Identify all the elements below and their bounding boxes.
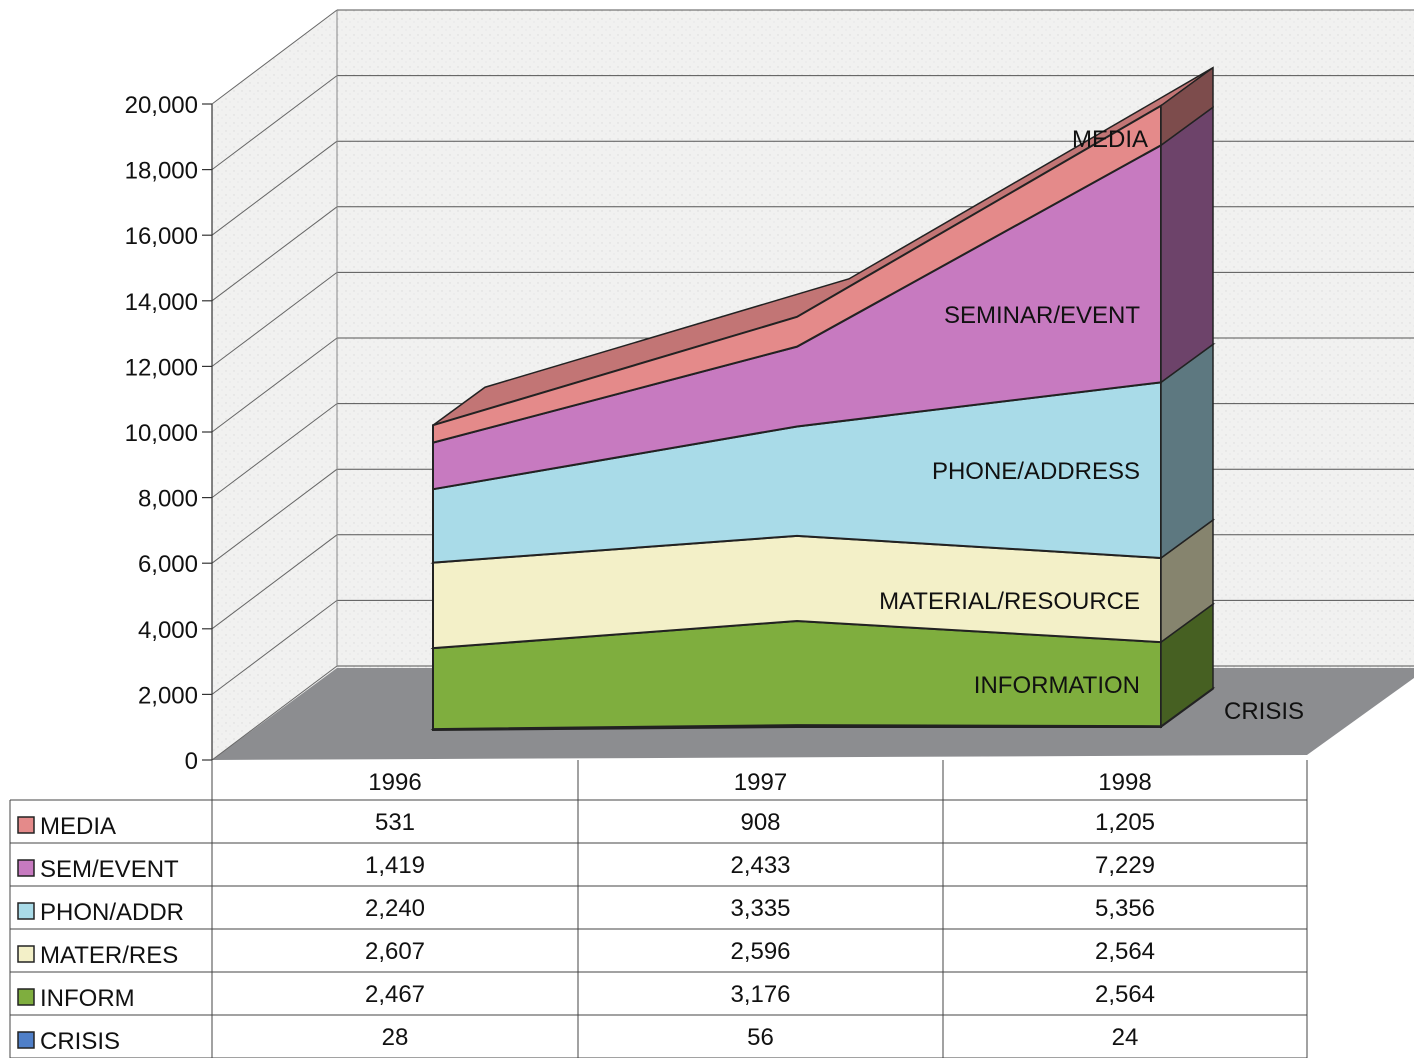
legend-swatch xyxy=(17,988,35,1006)
table-cell: 2,240 xyxy=(365,895,425,922)
table-cell: 28 xyxy=(382,1024,409,1051)
table-cell: 2,433 xyxy=(730,852,790,879)
area-series xyxy=(430,66,1216,732)
gridline-side xyxy=(211,403,338,498)
table-cell: 2,564 xyxy=(1095,938,1155,965)
y-tick-label: 16,000 xyxy=(125,223,198,250)
table-cell: 2,607 xyxy=(365,938,425,965)
gridline-side xyxy=(211,140,338,236)
table-cell: 56 xyxy=(747,1024,774,1051)
legend-swatch xyxy=(17,945,35,963)
gridline-side xyxy=(211,206,338,302)
legend-swatch xyxy=(17,816,35,834)
y-tick-label: 14,000 xyxy=(125,289,198,316)
area-side-face xyxy=(1160,105,1214,384)
y-axis: 0 2,000 4,000 6,000 8,000 10,000 12,000 14,000 1… xyxy=(125,92,213,775)
table-row-label: SEM/EVENT xyxy=(40,856,179,883)
table-row-label: INFORM xyxy=(40,985,135,1012)
series-labels: CRISIS INFORMATION MATERIAL/RESOURCE PHONE/… xyxy=(879,126,1304,725)
table-cell: 3,335 xyxy=(730,895,790,922)
table-header-cell: 1998 xyxy=(1098,769,1151,796)
y-tick-label: 12,000 xyxy=(125,354,198,381)
gridline-side xyxy=(211,9,338,105)
y-tick-label: 2,000 xyxy=(138,682,198,709)
table-row-label: CRISIS xyxy=(40,1028,120,1055)
table-cell: 908 xyxy=(740,809,780,836)
series-label: MATERIAL/RESOURCE xyxy=(879,588,1140,615)
gridline-side xyxy=(211,534,338,630)
table-cell: 2,467 xyxy=(365,981,425,1008)
y-tick-label: 10,000 xyxy=(125,420,198,447)
series-label: INFORMATION xyxy=(974,672,1140,699)
table-cell: 2,564 xyxy=(1095,981,1155,1008)
table-cell: 3,176 xyxy=(730,981,790,1008)
y-tick-label: 0 xyxy=(185,748,198,775)
table-cell: 1,419 xyxy=(365,852,425,879)
legend-swatch xyxy=(17,902,35,920)
gridline-side xyxy=(211,272,338,367)
table-cell: 24 xyxy=(1112,1024,1139,1051)
y-tick-label: 6,000 xyxy=(138,551,198,578)
y-tick-label: 20,000 xyxy=(125,92,198,119)
table-row-label: PHON/ADDR xyxy=(40,899,184,926)
gridline-side xyxy=(211,337,338,433)
data-table: 1996 1997 1998 MEDIA 531 908 1,205 SEM/EVENT 1,4… xyxy=(9,760,1308,1058)
gridline-side xyxy=(211,665,338,761)
area-side-face xyxy=(1160,66,1214,147)
table-cell: 7,229 xyxy=(1095,852,1155,879)
y-tick-label: 18,000 xyxy=(125,158,198,185)
series-label: MEDIA xyxy=(1072,126,1148,153)
table-row-label: MATER/RES xyxy=(40,942,178,969)
table-cell: 531 xyxy=(375,809,415,836)
legend-swatch xyxy=(17,1031,35,1049)
table-cell: 2,596 xyxy=(730,938,790,965)
table-header-cell: 1997 xyxy=(734,769,787,796)
series-label: SEMINAR/EVENT xyxy=(944,302,1140,329)
legend-swatch xyxy=(17,859,35,877)
gridline-side xyxy=(211,468,338,564)
gridline-side xyxy=(211,600,338,695)
table-cell: 1,205 xyxy=(1095,809,1155,836)
y-tick-label: 8,000 xyxy=(138,486,198,513)
gridline-side xyxy=(211,75,338,170)
table-cell: 5,356 xyxy=(1095,895,1155,922)
series-label: PHONE/ADDRESS xyxy=(932,458,1140,485)
y-tick-label: 4,000 xyxy=(138,617,198,644)
table-row-label: MEDIA xyxy=(40,813,116,840)
table-header-cell: 1996 xyxy=(368,769,421,796)
series-label: CRISIS xyxy=(1224,698,1304,725)
